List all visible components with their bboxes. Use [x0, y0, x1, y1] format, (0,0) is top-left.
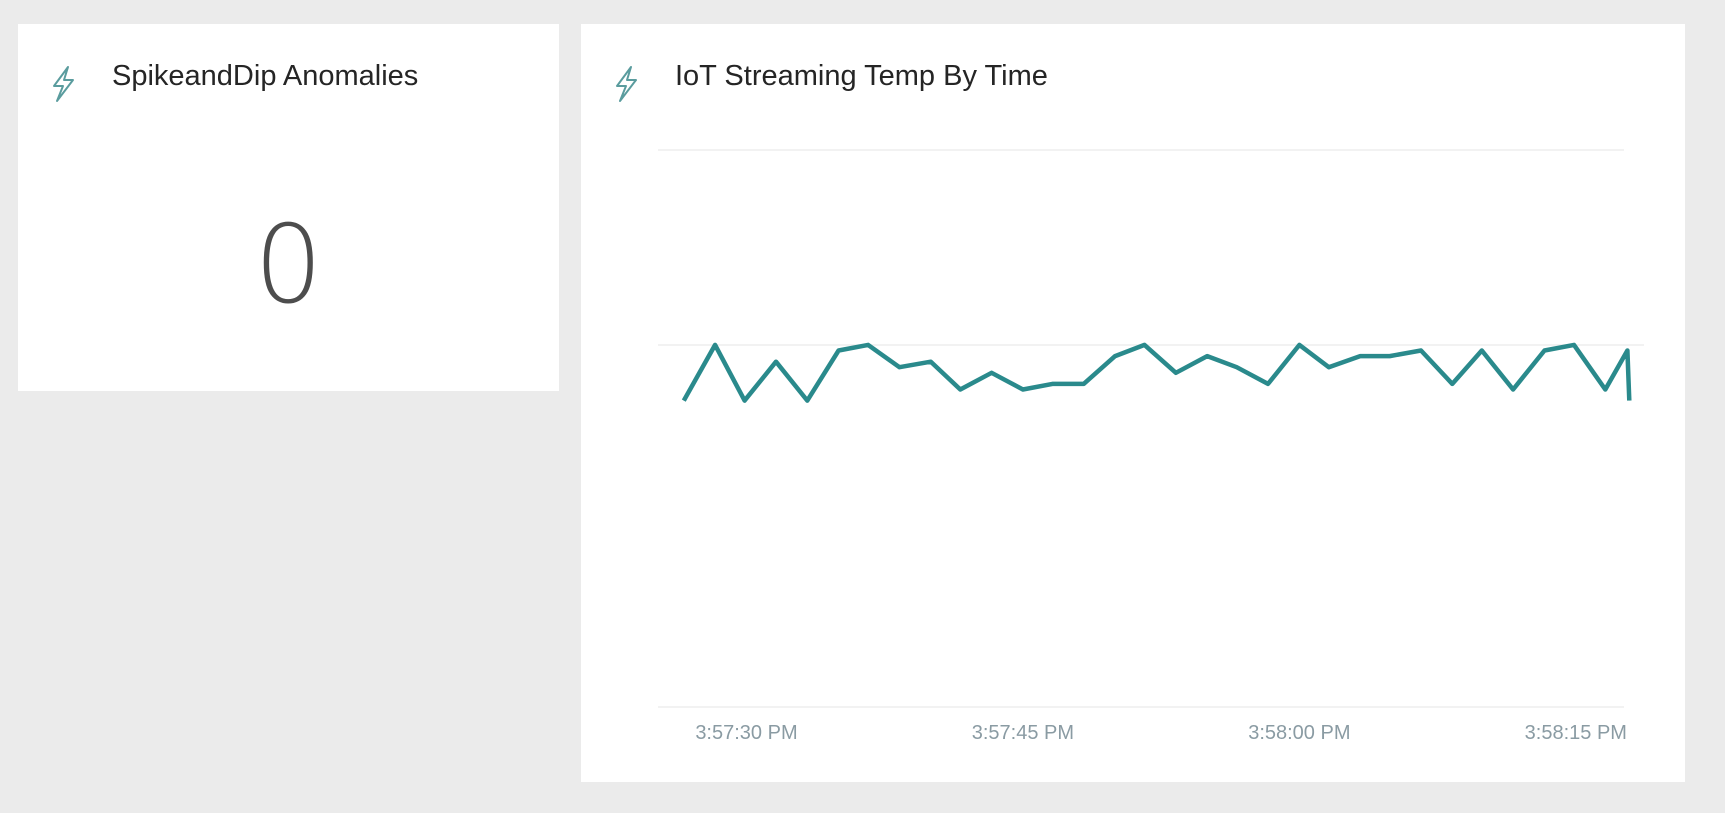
- lightning-icon: [616, 66, 637, 102]
- anomalies-card-tile[interactable]: SpikeandDip Anomalies 0: [18, 24, 559, 391]
- x-tick-label: 3:57:45 PM: [972, 722, 1074, 744]
- line-chart: 3:57:30 PM 3:57:45 PM 3:58:00 PM 3:58:15 PM: [658, 149, 1644, 744]
- x-tick-label: 3:58:00 PM: [1248, 722, 1350, 744]
- anomaly-count-value: 0: [254, 203, 323, 328]
- temp-chart-tile[interactable]: IoT Streaming Temp By Time 3:57:30 PM 3:5…: [581, 24, 1685, 782]
- x-tick-label: 3:58:15 PM: [1525, 722, 1627, 744]
- card-title: SpikeandDip Anomalies: [112, 60, 419, 92]
- chart-title: IoT Streaming Temp By Time: [675, 60, 1048, 92]
- series-line-0: [681, 342, 1632, 403]
- x-tick-label: 3:57:30 PM: [695, 722, 797, 744]
- lightning-icon: [53, 66, 74, 102]
